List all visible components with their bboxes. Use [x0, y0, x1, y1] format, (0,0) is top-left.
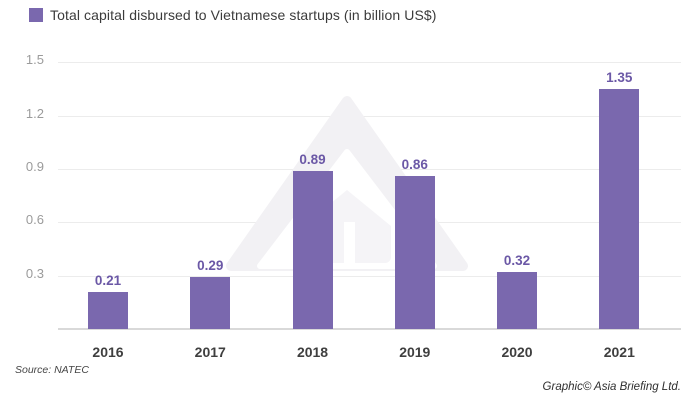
gridline: [58, 115, 681, 117]
bar-value-label: 1.35: [606, 69, 633, 85]
y-axis-tick-label: 0.6: [25, 212, 44, 228]
source-note: Source: NATEC: [15, 364, 89, 376]
x-axis-line: [58, 328, 681, 330]
bar-2017: [190, 277, 231, 329]
bar-value-label: 0.32: [503, 253, 531, 269]
bar-value-label: 0.21: [94, 272, 122, 288]
y-axis-tick-label: 0.9: [25, 158, 44, 174]
bar-value-label: 0.89: [299, 151, 326, 167]
x-axis-label: 2017: [194, 344, 226, 360]
legend-swatch: [29, 8, 43, 22]
bar-2018: [292, 170, 333, 329]
y-axis-tick-label: 1.5: [25, 52, 44, 68]
legend-label: Total capital disbursed to Vietnamese st…: [50, 7, 437, 23]
gridline: [58, 168, 681, 170]
chart-legend: Total capital disbursed to Vietnamese st…: [29, 7, 437, 23]
bar-2021: [599, 88, 640, 329]
y-axis-tick-label: 1.2: [25, 105, 44, 121]
x-axis-label: 2019: [399, 344, 431, 360]
x-axis-label: 2021: [603, 344, 635, 360]
gridline: [58, 62, 681, 64]
x-axis-label: 2016: [92, 344, 124, 360]
x-axis-label: 2018: [296, 344, 329, 360]
gridline: [58, 275, 681, 277]
y-axis-tick-label: 0.3: [25, 265, 44, 281]
bar-2019: [394, 176, 435, 329]
credit-note: Graphic© Asia Briefing Ltd.: [542, 381, 681, 393]
bar-value-label: 0.86: [401, 157, 428, 173]
bar-value-label: 0.29: [197, 258, 224, 274]
x-axis-label: 2020: [501, 344, 533, 360]
bar-2016: [88, 291, 128, 329]
bar-2020: [497, 272, 538, 329]
gridline: [58, 222, 681, 224]
